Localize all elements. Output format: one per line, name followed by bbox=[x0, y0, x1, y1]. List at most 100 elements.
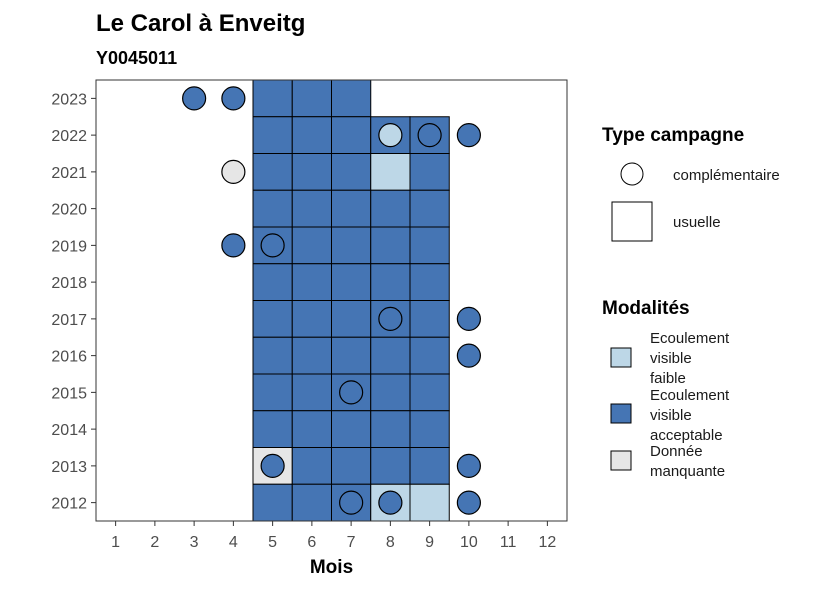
tile-2016-7 bbox=[331, 336, 372, 375]
point-2017-8 bbox=[378, 306, 403, 331]
legend-label-acceptable-line2: visible bbox=[650, 407, 692, 424]
tile-2017-7 bbox=[331, 300, 372, 338]
tile-2022-6 bbox=[291, 116, 332, 154]
legend-label-faible-line2: visible bbox=[650, 350, 692, 367]
legend-label-manquante-line2: manquante bbox=[650, 463, 725, 480]
y-tick-label: 2017 bbox=[51, 312, 87, 329]
x-axis: 1 2 3 4 5 6 7 8 9 10 11 12 bbox=[111, 521, 556, 551]
legend-label-faible-line3: faible bbox=[650, 370, 686, 387]
chart-subtitle: Y0045011 bbox=[96, 48, 177, 68]
tile-2015-9 bbox=[409, 373, 450, 412]
x-tick-label: 8 bbox=[386, 534, 395, 551]
tile-2023-5 bbox=[252, 79, 293, 118]
tile-2014-9 bbox=[409, 410, 450, 448]
tile-2015-6 bbox=[291, 373, 332, 412]
point-2017-10 bbox=[456, 306, 481, 331]
tile-2016-5 bbox=[252, 336, 293, 375]
legend-label-faible: Ecoulement visible faible bbox=[650, 330, 733, 387]
tile-2020-8 bbox=[370, 189, 411, 228]
point-2021-4 bbox=[221, 159, 246, 184]
y-tick-label: 2016 bbox=[51, 349, 87, 366]
point-2013-10 bbox=[456, 453, 481, 478]
legend-type: Type campagne complémentaire usuelle bbox=[602, 125, 780, 242]
tile-2014-6 bbox=[291, 410, 332, 448]
tile-2022-5 bbox=[252, 116, 293, 154]
point-2019-4 bbox=[221, 233, 246, 258]
legend-modalites: Modalités Ecoulement visible faible Ecou… bbox=[602, 298, 733, 480]
tile-2021-9 bbox=[409, 153, 450, 191]
plot-border bbox=[95, 79, 568, 522]
x-tick-label: 12 bbox=[538, 534, 556, 551]
legend-label-acceptable-line3: acceptable bbox=[650, 427, 723, 444]
legend-label-faible-line1: Ecoulement bbox=[650, 330, 730, 347]
tile-2013-9 bbox=[409, 447, 450, 485]
y-tick-label: 2014 bbox=[51, 422, 87, 439]
point-2012-8 bbox=[378, 490, 403, 515]
point-2012-7 bbox=[339, 490, 364, 515]
point-2022-10 bbox=[456, 123, 481, 148]
tile-layer bbox=[252, 79, 450, 522]
legend-label-manquante-line1: Donnée bbox=[650, 443, 703, 460]
x-tick-label: 5 bbox=[268, 534, 277, 551]
point-2013-5 bbox=[260, 453, 285, 478]
tile-2012-9 bbox=[409, 483, 450, 522]
x-tick-label: 10 bbox=[460, 534, 478, 551]
tile-2020-7 bbox=[331, 189, 372, 228]
tile-2018-8 bbox=[370, 263, 411, 301]
y-tick-label: 2022 bbox=[51, 128, 87, 145]
tile-2021-6 bbox=[291, 153, 332, 191]
tile-2020-5 bbox=[252, 189, 293, 228]
tile-2019-8 bbox=[370, 226, 411, 265]
legend-label-acceptable: Ecoulement visible acceptable bbox=[650, 387, 733, 444]
point-2015-7 bbox=[339, 380, 364, 405]
tile-2019-6 bbox=[291, 226, 332, 265]
tile-2013-6 bbox=[291, 447, 332, 485]
legend-key-manquante bbox=[610, 450, 632, 471]
legend-type-label-complementaire: complémentaire bbox=[673, 167, 780, 184]
tile-2018-7 bbox=[331, 263, 372, 301]
legend-key-acceptable bbox=[610, 403, 632, 424]
legend-label-manquante: Donnée manquante bbox=[650, 443, 725, 480]
legend-type-title: Type campagne bbox=[602, 125, 744, 146]
tile-2019-9 bbox=[409, 226, 450, 265]
tile-2017-9 bbox=[409, 300, 450, 338]
legend-label-acceptable-line1: Ecoulement bbox=[650, 387, 730, 404]
point-2019-5 bbox=[260, 233, 285, 258]
legend-type-label-usuelle: usuelle bbox=[673, 214, 721, 231]
tile-2023-6 bbox=[291, 79, 332, 118]
tile-2020-6 bbox=[291, 189, 332, 228]
x-tick-label: 7 bbox=[347, 534, 356, 551]
x-tick-label: 1 bbox=[111, 534, 120, 551]
tile-2021-7 bbox=[331, 153, 372, 191]
tile-2018-9 bbox=[409, 263, 450, 301]
tile-2018-5 bbox=[252, 263, 293, 301]
tile-2020-9 bbox=[409, 189, 450, 228]
point-layer bbox=[182, 86, 481, 515]
y-tick-label: 2013 bbox=[51, 459, 87, 476]
y-tick-label: 2023 bbox=[51, 91, 87, 108]
tile-2021-5 bbox=[252, 153, 293, 191]
point-2023-3 bbox=[182, 86, 207, 111]
x-axis-title: Mois bbox=[310, 557, 353, 578]
x-tick-label: 2 bbox=[150, 534, 159, 551]
point-2023-4 bbox=[221, 86, 246, 111]
tile-2014-8 bbox=[370, 410, 411, 448]
point-2012-10 bbox=[456, 490, 481, 515]
tile-2015-5 bbox=[252, 373, 293, 412]
y-tick-label: 2020 bbox=[51, 202, 87, 219]
x-tick-label: 3 bbox=[190, 534, 199, 551]
x-tick-label: 11 bbox=[500, 534, 517, 551]
tile-2015-8 bbox=[370, 373, 411, 412]
tile-2012-5 bbox=[252, 483, 293, 522]
tile-2018-6 bbox=[291, 263, 332, 301]
tile-2022-7 bbox=[331, 116, 372, 154]
tile-2021-8 bbox=[370, 153, 411, 191]
y-tick-label: 2019 bbox=[51, 238, 87, 255]
tile-2019-7 bbox=[331, 226, 372, 265]
tile-2017-6 bbox=[291, 300, 332, 338]
point-2022-8 bbox=[378, 123, 403, 148]
tile-2012-6 bbox=[291, 483, 332, 522]
y-tick-label: 2015 bbox=[51, 385, 87, 402]
tile-2016-6 bbox=[291, 336, 332, 375]
